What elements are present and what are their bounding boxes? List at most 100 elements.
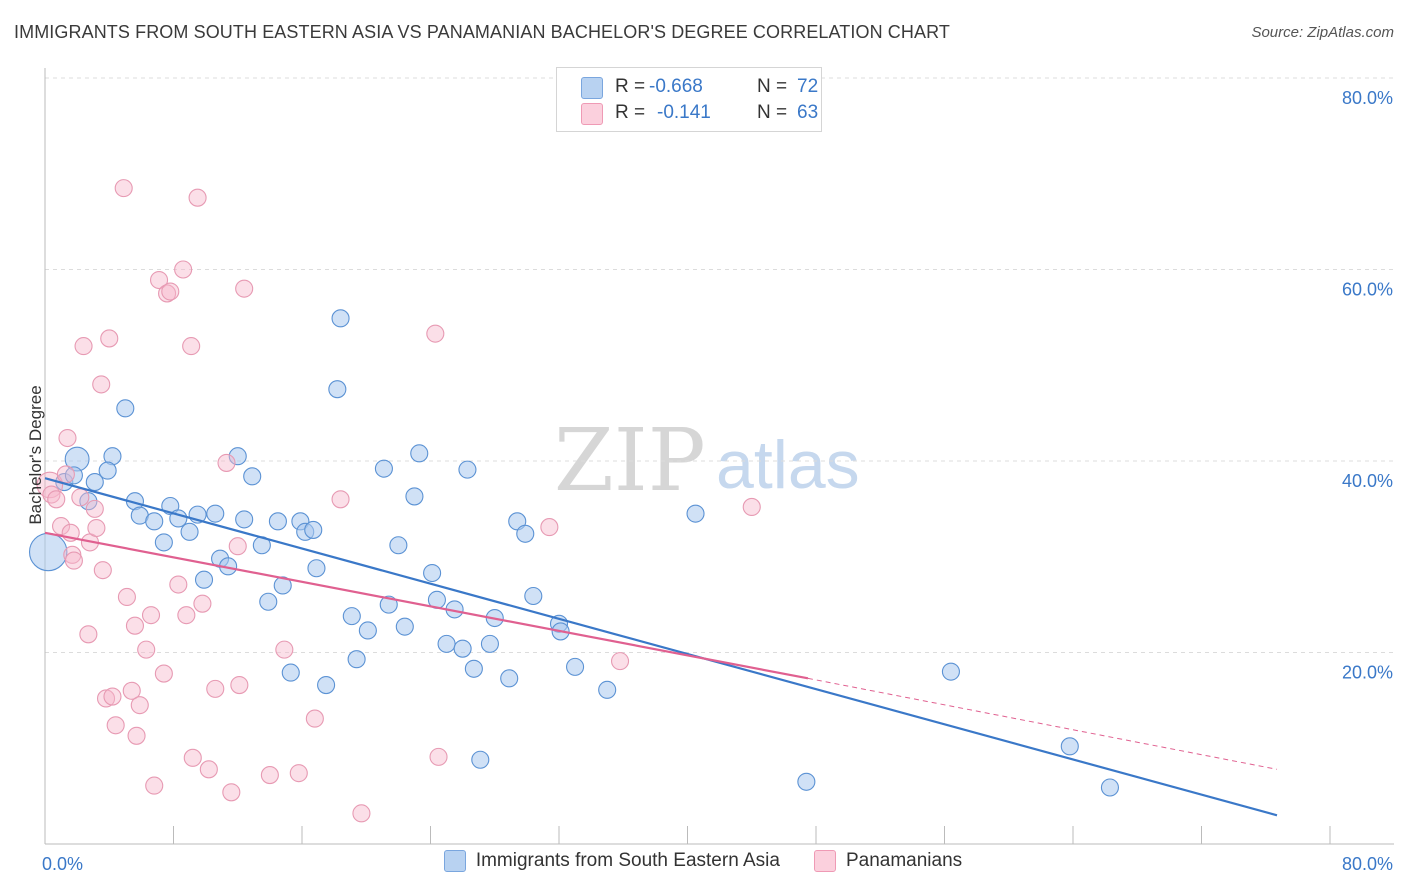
point-immigrants [405,487,424,506]
n-value: 72 [797,76,819,97]
chart-title: IMMIGRANTS FROM SOUTH EASTERN ASIA VS PA… [14,22,950,42]
trend-line-immigrants [44,477,1278,817]
r-value: -0.668 [649,76,703,97]
trend-line-panamanians-extension [807,677,1278,770]
point-panamanians [158,284,177,303]
point-panamanians [130,696,149,715]
point-immigrants [28,532,68,572]
point-panamanians [235,279,254,298]
point-panamanians [289,764,308,783]
point-immigrants [304,520,323,539]
point-immigrants [145,512,164,531]
point-immigrants [389,536,408,555]
point-immigrants [98,461,117,480]
n-label: N = [757,102,788,123]
point-immigrants [686,504,705,523]
point-panamanians [103,687,122,706]
r-label: R = [615,76,646,97]
point-panamanians [127,726,146,745]
x-tick-label-min: 0.0% [42,854,83,874]
point-immigrants [379,595,398,614]
point-panamanians [742,497,761,517]
point-panamanians [74,337,93,356]
point-immigrants [228,447,247,466]
point-immigrants [1060,737,1079,756]
point-immigrants [206,504,225,523]
point-immigrants [437,634,456,653]
point-panamanians [193,594,212,613]
tick-labels: 20.0% 40.0% 60.0% 80.0% 0.0% 80.0% [42,88,1393,874]
point-panamanians [610,652,630,671]
point-panamanians [71,488,90,507]
y-tick-label: 20.0% [1342,663,1393,683]
point-panamanians [58,428,77,448]
point-immigrants [235,510,254,529]
point-panamanians [199,760,218,779]
point-panamanians [79,625,98,644]
point-panamanians [93,561,112,580]
point-panamanians [149,270,169,290]
point-panamanians [429,747,448,766]
point-immigrants [464,659,483,678]
series-immigrants-sea [28,309,1119,797]
point-immigrants [566,657,585,676]
point-panamanians [85,499,104,518]
point-immigrants [281,663,300,682]
point-immigrants [797,772,816,791]
point-panamanians [540,518,559,537]
point-panamanians [426,324,445,343]
point-immigrants [374,459,393,478]
point-panamanians [230,676,249,695]
point-panamanians [188,188,207,207]
point-panamanians [100,329,119,348]
axes [44,68,1394,845]
point-immigrants [85,473,104,492]
x-tick-label-max: 80.0% [1342,854,1393,874]
point-immigrants [194,570,214,589]
legend-label: Panamanians [845,850,963,871]
point-immigrants [410,444,429,463]
trend-lines [44,477,1278,817]
point-panamanians [217,453,236,472]
point-immigrants [500,669,519,688]
point-panamanians [137,640,156,659]
y-tick-label: 60.0% [1342,280,1393,300]
point-immigrants [180,522,199,541]
point-panamanians [92,375,111,394]
point-immigrants [471,750,490,769]
point-panamanians [125,616,144,635]
point-panamanians [174,260,193,279]
r-value: -0.141 [657,102,711,123]
blue-swatch [443,850,466,872]
point-immigrants [1100,778,1119,797]
blue-swatch [581,77,603,99]
point-panamanians [106,716,125,735]
point-panamanians [145,776,164,795]
point-panamanians [52,517,71,536]
point-immigrants [268,512,287,531]
point-immigrants [458,460,477,479]
legend-item-panamanians[interactable]: Panamanians [813,850,963,872]
point-immigrants [154,533,173,552]
point-panamanians [331,490,350,509]
y-tick-label: 40.0% [1342,471,1393,491]
point-panamanians [141,606,161,625]
point-panamanians [42,485,61,504]
grid-lines [45,77,1394,653]
point-immigrants [307,559,326,578]
zipatlas-watermark: ZIP atlas [554,411,860,511]
point-panamanians [206,679,225,698]
point-panamanians [117,587,136,607]
legend-item-immigrants[interactable]: Immigrants from South Eastern Asia [443,850,780,872]
point-panamanians [96,689,116,708]
point-immigrants [395,617,414,636]
point-panamanians [64,551,83,570]
point-panamanians [260,766,279,785]
point-immigrants [453,639,472,658]
point-immigrants [259,592,278,611]
point-immigrants [243,467,262,486]
point-panamanians [122,681,141,700]
point-immigrants [347,650,366,669]
point-immigrants [331,309,350,328]
